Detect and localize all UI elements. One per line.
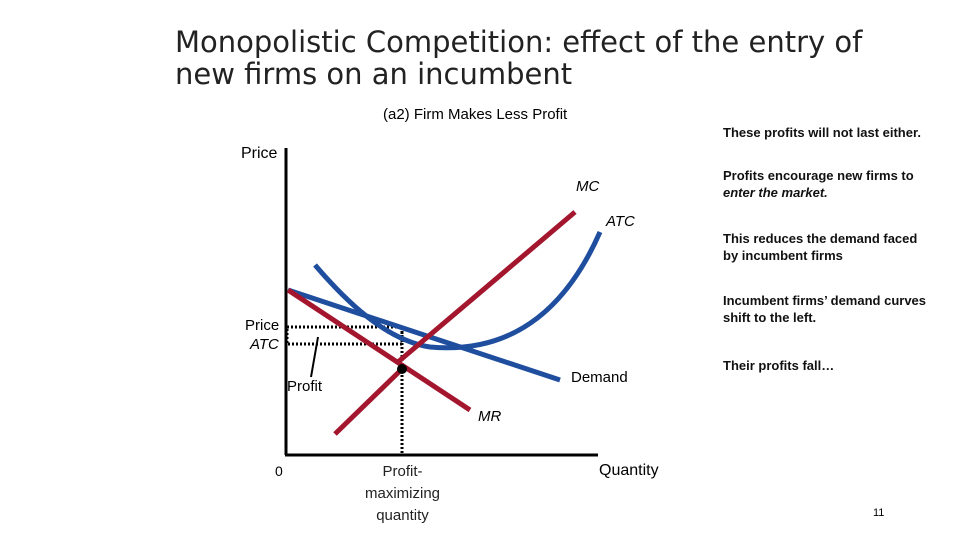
quantity-label-line1: Profit- [382,463,423,480]
profit-pointer [310,336,319,378]
atc-curve [313,230,603,351]
panel-title: (a2) Firm Makes Less Profit [383,106,568,123]
note-new-firms: Profits encourage new firms to enter the… [723,167,914,201]
slide-title-line1: Monopolistic Competition: effect of the … [175,25,863,59]
mc-curve [396,210,577,364]
note-demand-reduced: This reduces the demand faced by incumbe… [723,230,917,264]
x-axis-label: Quantity [599,462,659,479]
mc-label: MC [576,178,600,195]
demand-curve [287,287,561,383]
price-marker-label: Price [245,317,280,334]
note-demand-shift-line2: shift to the left. [723,310,817,325]
note-demand-shift-line1: Incumbent firms’ demand curves [723,293,927,308]
atc-curve-label: ATC [606,213,635,230]
demand-label: Demand [571,369,628,386]
mr-curve-lower [333,367,404,436]
mc-mr-intersection [397,364,407,374]
note-demand-reduced-line2: by incumbent firms [723,248,843,263]
slide-title-line2: new firms on an incumbent [175,57,573,91]
note-new-firms-line1: Profits encourage new firms to [723,168,914,183]
note-demand-shift: Incumbent firms’ demand curves shift to … [723,292,926,326]
quantity-label-line2: maximizing [365,485,441,502]
mr-curve [286,287,472,413]
atc-marker-label: ATC [250,336,279,353]
note-profits-fall: Their profits fall… [723,358,835,373]
quantity-label-line3: quantity [376,507,429,524]
note-new-firms-line2: enter the market. [723,185,828,200]
quantity-label: Profit- maximizing quantity [365,461,440,527]
note-profits-not-last: These profits will not last either. [723,125,921,140]
mr-label: MR [478,408,502,425]
slide-title: Monopolistic Competition: effect of the … [175,26,875,90]
origin-label: 0 [275,463,283,479]
note-demand-reduced-line1: This reduces the demand faced [723,231,918,246]
profit-label: Profit [287,378,323,395]
page-number: 11 [873,507,885,519]
y-axis-label: Price [241,145,278,162]
